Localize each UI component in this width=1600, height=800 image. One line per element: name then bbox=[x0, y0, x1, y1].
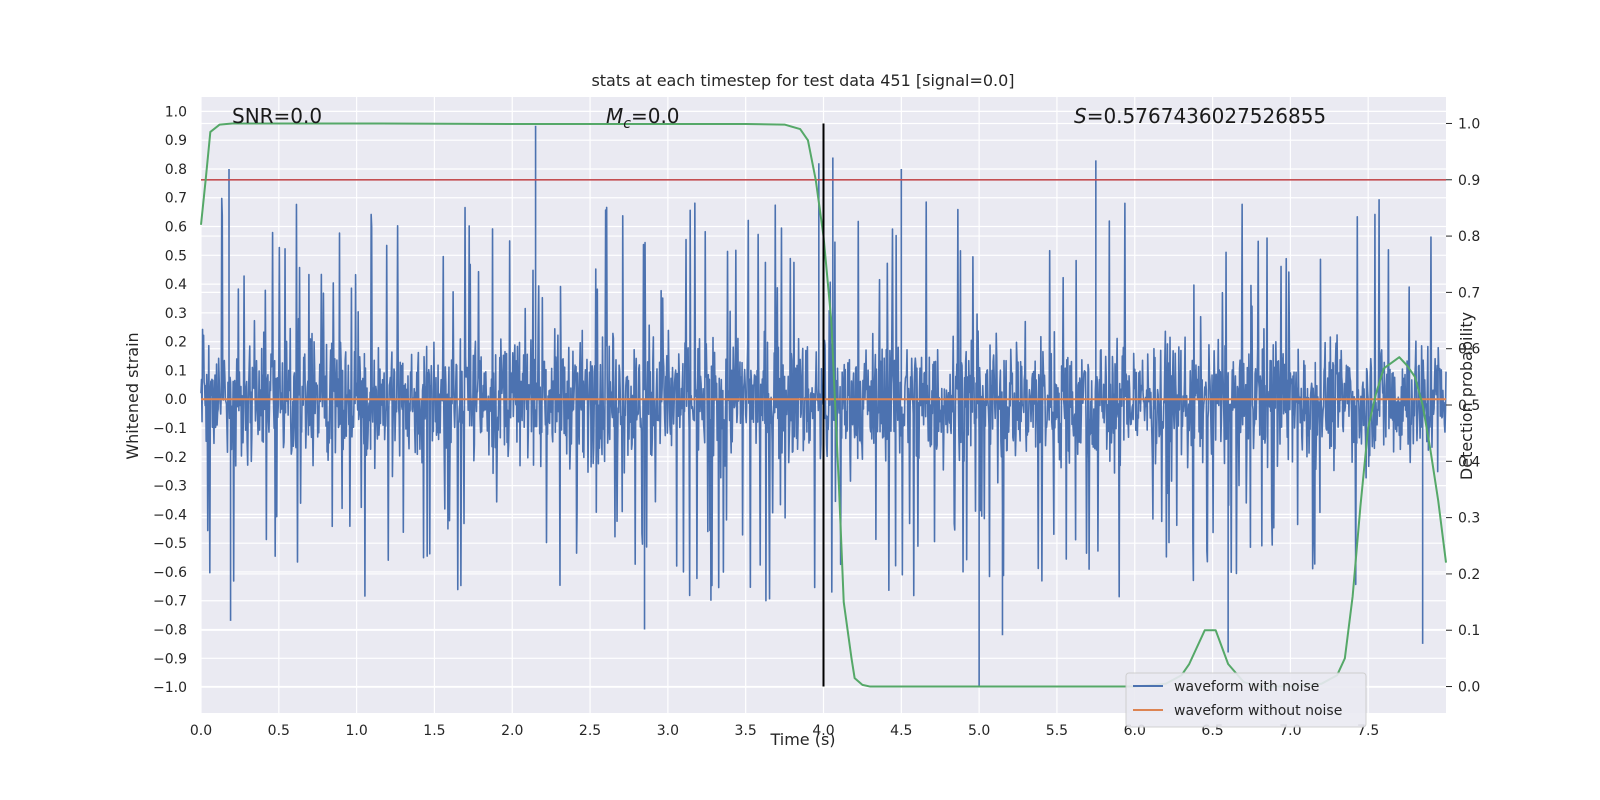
plot-area bbox=[200, 97, 1447, 713]
y-left-tick-label: 0.3 bbox=[165, 306, 187, 322]
s-value: =0.5767436027526855 bbox=[1087, 104, 1326, 128]
y-left-tick-label: 0.2 bbox=[165, 335, 187, 351]
y-right-tick-label: 1.0 bbox=[1458, 116, 1480, 132]
s-symbol: S bbox=[1074, 104, 1087, 128]
legend: waveform with noise waveform without noi… bbox=[1125, 672, 1367, 728]
mc-annotation: Mc=0.0 bbox=[606, 104, 680, 132]
y-left-tick-label: 1.0 bbox=[165, 104, 187, 120]
mc-subscript: c bbox=[623, 116, 631, 132]
y-right-tick-label: 0.9 bbox=[1458, 173, 1480, 189]
x-tick-label: 1.5 bbox=[423, 723, 445, 739]
y-left-tick-label: −0.7 bbox=[153, 594, 187, 610]
y-axis-left-label: Whitened strain bbox=[123, 332, 142, 459]
y-left-tick-label: 0.1 bbox=[165, 363, 187, 379]
legend-label-clean: waveform without noise bbox=[1174, 703, 1342, 719]
y-left-tick-label: −0.5 bbox=[153, 536, 187, 552]
x-tick-label: 4.0 bbox=[812, 723, 834, 739]
y-right-tick-label: 0.1 bbox=[1458, 623, 1480, 639]
y-right-tick-label: 0.7 bbox=[1458, 285, 1480, 301]
y-left-tick-label: 0.8 bbox=[165, 162, 187, 178]
y-left-tick-label: 0.9 bbox=[165, 133, 187, 149]
x-tick-label: 5.0 bbox=[968, 723, 990, 739]
x-tick-label: 4.5 bbox=[890, 723, 912, 739]
y-left-tick-label: −0.9 bbox=[153, 651, 187, 667]
y-axis-right: 1.0 0.9 0.8 0.7 0.6 0.5 0.4 0.3 0.2 0.1 0.0 bbox=[1446, 116, 1480, 696]
y-right-tick-label: 0.0 bbox=[1458, 680, 1480, 696]
y-right-tick-label: 0.5 bbox=[1458, 398, 1480, 414]
x-tick-label: 0.0 bbox=[190, 723, 212, 739]
y-left-tick-label: −0.2 bbox=[153, 450, 187, 466]
y-left-tick-label: −0.8 bbox=[153, 623, 187, 639]
y-left-tick-label: −0.1 bbox=[153, 421, 187, 437]
y-left-tick-label: 0.5 bbox=[165, 248, 187, 264]
legend-box bbox=[1125, 672, 1367, 728]
x-tick-label: 2.5 bbox=[579, 723, 601, 739]
y-right-tick-label: 0.3 bbox=[1458, 511, 1480, 527]
y-left-tick-label: 0.6 bbox=[165, 220, 187, 236]
y-left-tick-label: −0.3 bbox=[153, 479, 187, 495]
y-left-tick-label: 0.0 bbox=[165, 392, 187, 408]
legend-label-noise: waveform with noise bbox=[1174, 679, 1319, 695]
y-left-tick-label: 0.7 bbox=[165, 191, 187, 207]
x-tick-label: 3.0 bbox=[657, 723, 679, 739]
x-tick-label: 0.5 bbox=[268, 723, 290, 739]
mc-symbol: M bbox=[606, 104, 623, 128]
s-annotation: S=0.5767436027526855 bbox=[1074, 104, 1326, 128]
y-axis-right-label: Detection probability bbox=[1457, 312, 1476, 480]
y-left-tick-label: −0.6 bbox=[153, 565, 187, 581]
x-axis-label: Time (s) bbox=[769, 730, 835, 749]
y-left-tick-label: −1.0 bbox=[153, 680, 187, 696]
y-left-tick-label: −0.4 bbox=[153, 507, 187, 523]
snr-annotation: SNR=0.0 bbox=[232, 104, 322, 128]
y-right-tick-label: 0.4 bbox=[1458, 454, 1480, 470]
y-right-tick-label: 0.6 bbox=[1458, 342, 1480, 358]
y-right-tick-label: 0.2 bbox=[1458, 567, 1480, 583]
y-axis-left: 1.0 0.9 0.8 0.7 0.6 0.5 0.4 0.3 0.2 0.1 0.0 −0.1 −0.… bbox=[153, 104, 187, 696]
mc-value: =0.0 bbox=[631, 104, 680, 128]
chart-title: stats at each timestep for test data 451… bbox=[591, 71, 1014, 90]
x-tick-label: 1.0 bbox=[345, 723, 367, 739]
y-left-tick-label: 0.4 bbox=[165, 277, 187, 293]
x-tick-label: 2.0 bbox=[501, 723, 523, 739]
x-tick-label: 3.5 bbox=[735, 723, 757, 739]
y-right-tick-label: 0.8 bbox=[1458, 229, 1480, 245]
x-tick-label: 5.5 bbox=[1046, 723, 1068, 739]
